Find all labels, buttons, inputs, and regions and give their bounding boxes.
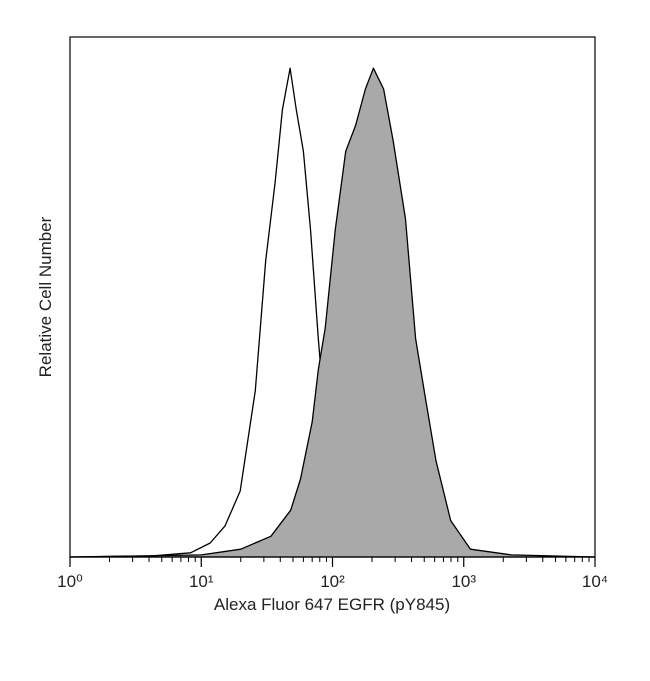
x-tick-label: 10³ xyxy=(451,572,476,591)
x-axis-label: Alexa Fluor 647 EGFR (pY845) xyxy=(214,595,450,614)
y-axis-label: Relative Cell Number xyxy=(36,216,55,377)
x-tick-label: 10⁴ xyxy=(582,572,608,591)
filled-histogram xyxy=(69,67,596,558)
x-tick-label: 10⁰ xyxy=(57,572,83,591)
x-tick-label: 10¹ xyxy=(189,572,214,591)
x-tick-label: 10² xyxy=(320,572,345,591)
